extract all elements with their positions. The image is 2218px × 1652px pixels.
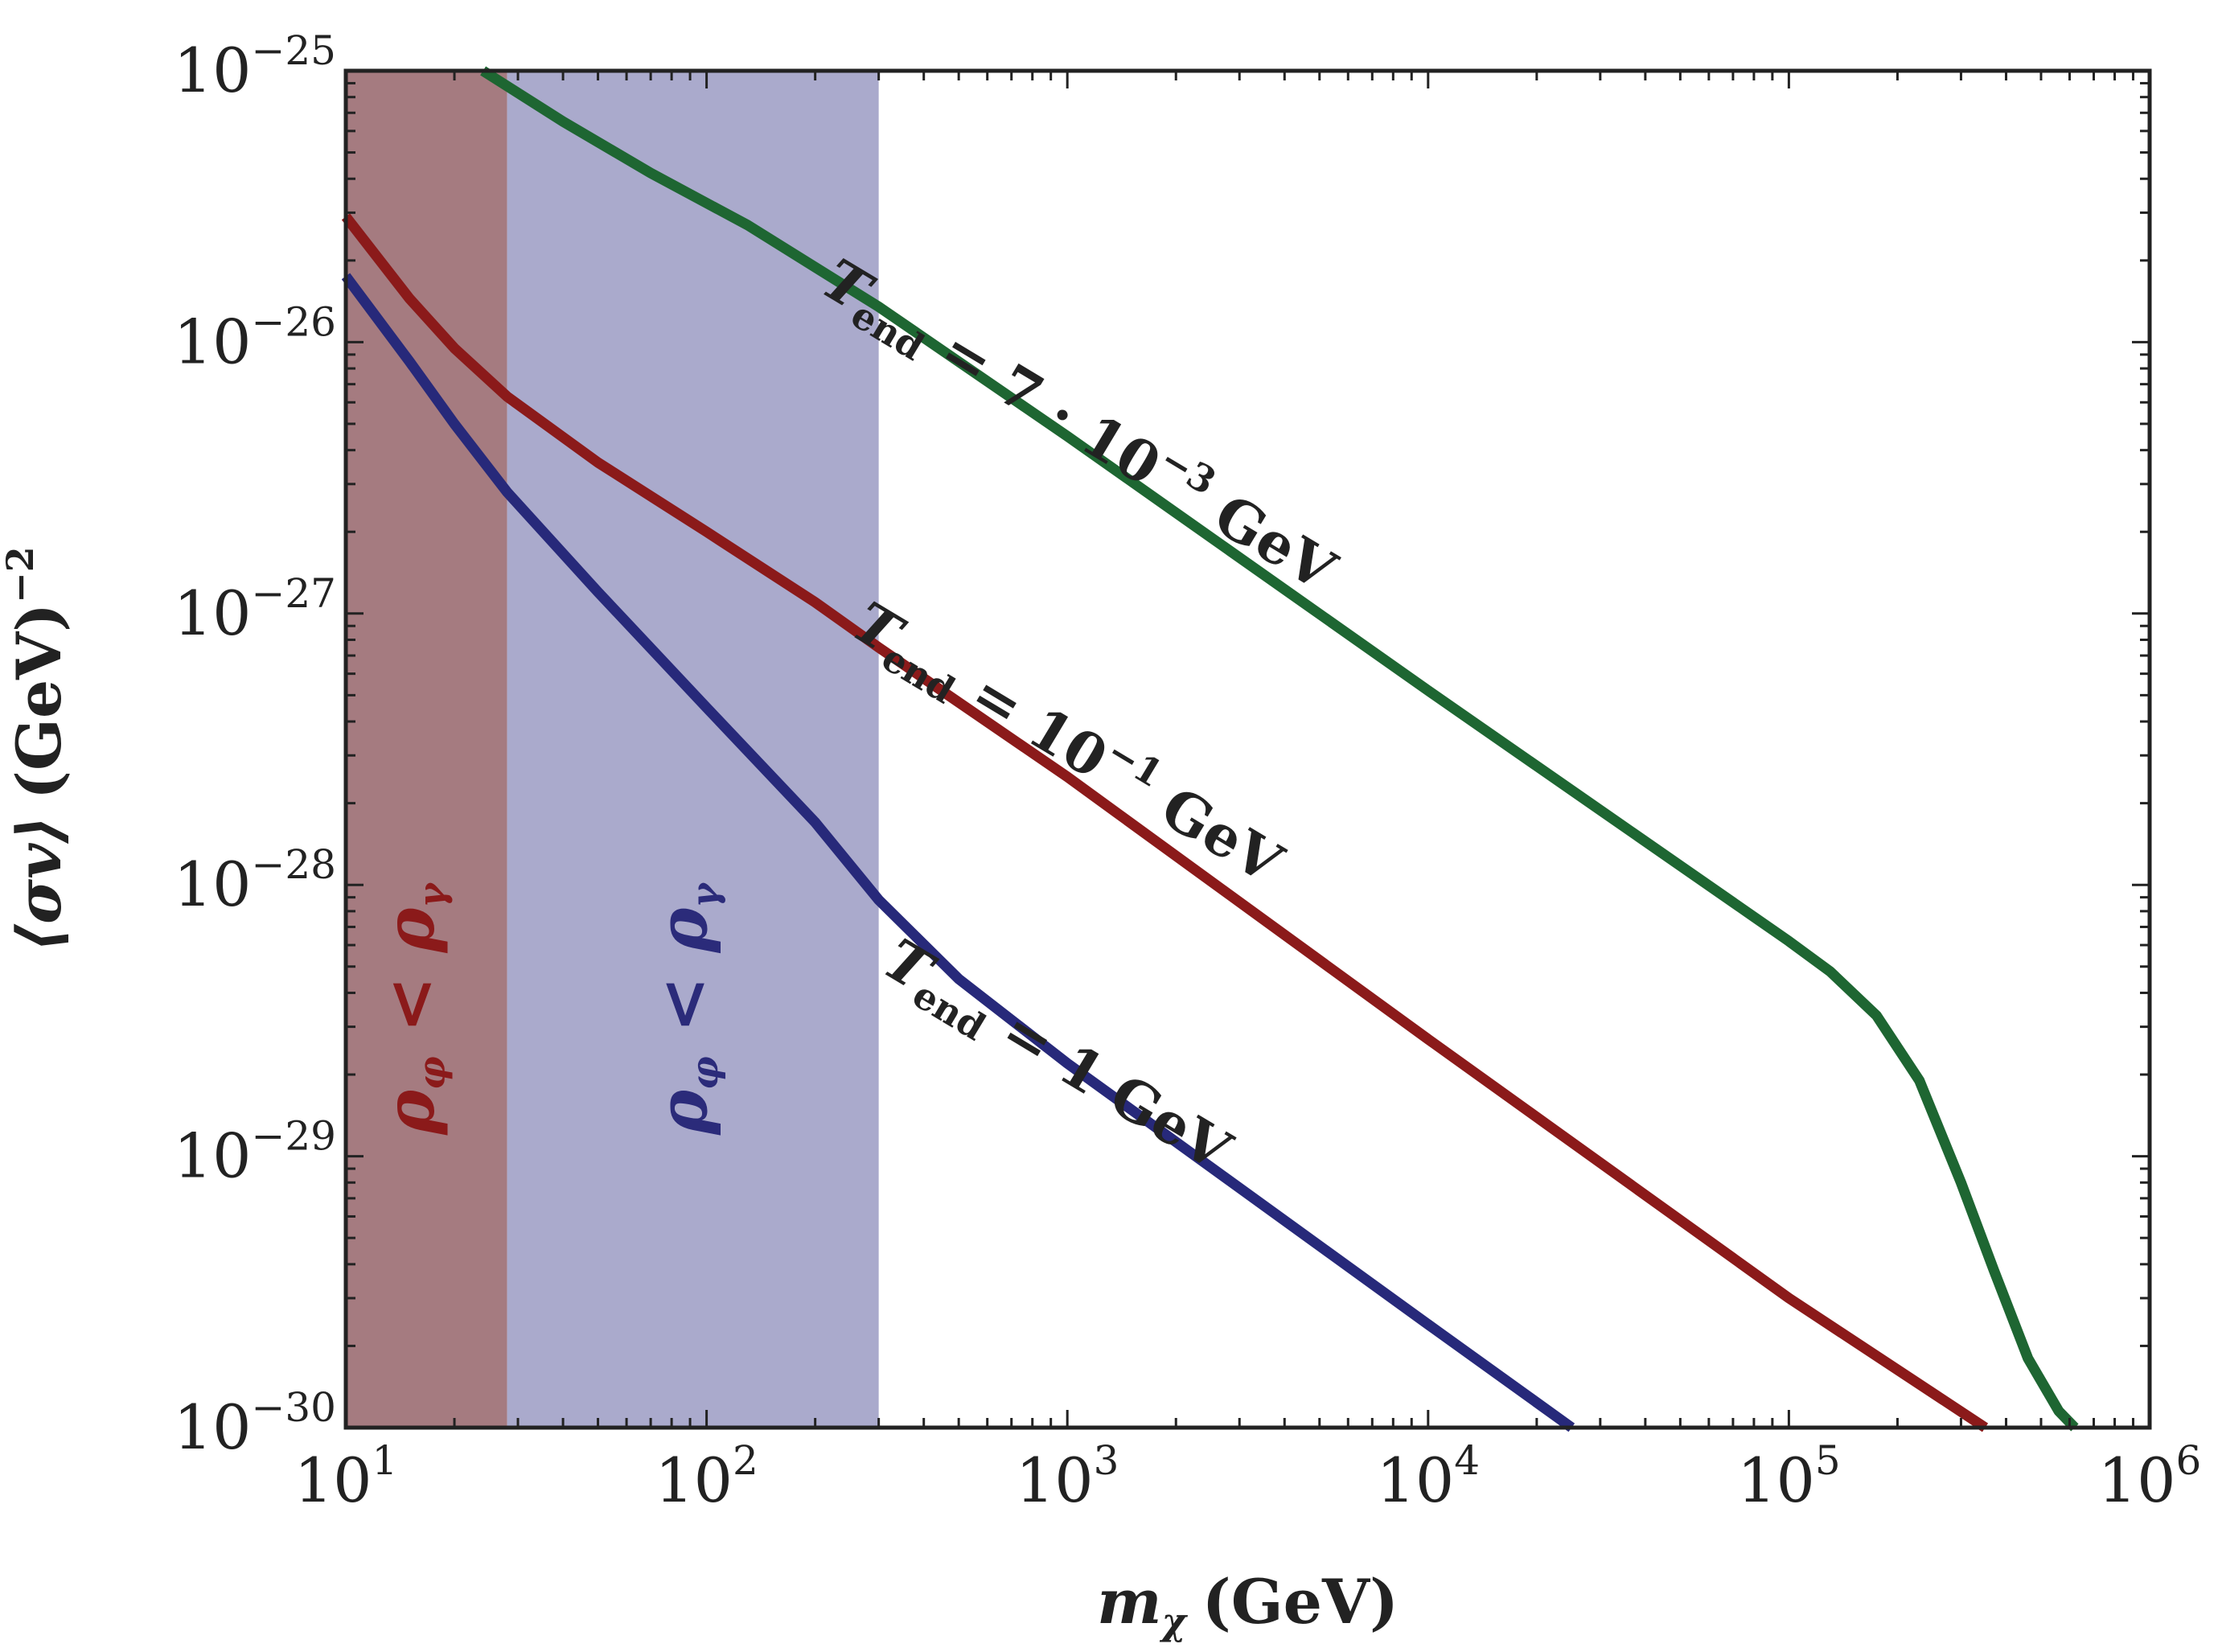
blue-region-label: ρφ < ργ xyxy=(643,881,727,1136)
curve-blue xyxy=(341,273,1575,1432)
equation-text: = 7 · 10 xyxy=(913,306,1173,499)
tick-exponent: −25 xyxy=(251,27,336,74)
y-tick-label: 10−27 xyxy=(174,570,336,649)
curve-green xyxy=(480,66,2079,1432)
tick-base: 10 xyxy=(2098,1444,2176,1516)
y-tick-label: 10−28 xyxy=(174,841,336,920)
tick-exponent: 4 xyxy=(1454,1437,1480,1484)
tick-exponent: −30 xyxy=(251,1384,336,1431)
tick-base: 10 xyxy=(174,306,252,377)
y-axis-title: ⟨σv⟩ (GeV)−2 xyxy=(0,546,75,951)
y-axis-exponent: −2 xyxy=(0,546,42,603)
tick-exponent: −28 xyxy=(251,841,336,888)
x-tick-label: 105 xyxy=(1737,1437,1841,1516)
shaded-regions xyxy=(346,71,879,1428)
rho-subscript: γ xyxy=(410,881,454,908)
tick-base: 10 xyxy=(174,849,252,920)
tick-base: 10 xyxy=(174,577,252,649)
rho-symbol: ρ xyxy=(643,907,723,954)
curves xyxy=(341,66,2079,1432)
y-tick-label: 10−26 xyxy=(174,298,336,377)
y-tick-label: 10−30 xyxy=(174,1384,336,1463)
tick-base: 10 xyxy=(1737,1444,1815,1516)
tick-base: 10 xyxy=(294,1444,372,1516)
x-axis-subscript: χ xyxy=(1160,1600,1189,1643)
tick-exponent: −29 xyxy=(251,1113,336,1160)
rho-subscript: φ xyxy=(684,1056,727,1090)
plot-frame xyxy=(343,68,2152,1430)
x-tick-label: 106 xyxy=(2098,1437,2202,1516)
label-green: Tend = 7 · 10−3 GeV xyxy=(808,240,1351,610)
blue-region xyxy=(507,71,879,1428)
rho-subscript: φ xyxy=(410,1056,454,1090)
label-red: Tend = 10−1 GeV xyxy=(839,584,1298,903)
tick-base: 10 xyxy=(655,1444,733,1516)
x-axis-symbol: m xyxy=(1097,1566,1161,1638)
equation-text: = 10 xyxy=(943,649,1119,791)
tick-exponent: 3 xyxy=(1094,1437,1119,1484)
rho-symbol: ρ xyxy=(370,1089,450,1136)
rho-subscript: γ xyxy=(684,881,727,908)
tick-exponent: −27 xyxy=(251,570,336,617)
x-axis-title: mχ (GeV) xyxy=(1097,1566,1399,1643)
x-tick-labels: 101 102 103 104 105 106 xyxy=(294,1437,2202,1516)
equation-text: = 1 GeV xyxy=(974,986,1243,1185)
tick-exponent: 1 xyxy=(372,1437,397,1484)
rho-symbol: ρ xyxy=(643,1089,723,1136)
tick-base: 10 xyxy=(1377,1444,1455,1516)
axis-ticks xyxy=(344,71,2150,1429)
tick-base: 10 xyxy=(174,35,252,106)
x-tick-label: 103 xyxy=(1016,1437,1119,1516)
y-tick-label: 10−29 xyxy=(174,1113,336,1192)
red-region xyxy=(346,71,507,1428)
tick-base: 10 xyxy=(1016,1444,1094,1516)
y-tick-label: 10−25 xyxy=(174,27,336,106)
unit: GeV xyxy=(1186,471,1348,604)
label-blue: Tend = 1 GeV xyxy=(869,926,1243,1190)
tick-exponent: 6 xyxy=(2175,1437,2201,1484)
y-axis-symbol: ⟨σv⟩ xyxy=(3,816,75,952)
less-than: < xyxy=(370,953,450,1057)
tick-exponent: −26 xyxy=(251,298,336,345)
tick-exponent: 2 xyxy=(733,1437,758,1484)
curve-red xyxy=(341,213,1989,1432)
tick-base: 10 xyxy=(174,1120,252,1192)
less-than: < xyxy=(643,953,723,1057)
rho-symbol: ρ xyxy=(370,907,450,954)
red-region-label: ρφ < ργ xyxy=(370,881,454,1136)
tick-exponent: 5 xyxy=(1815,1437,1841,1484)
tick-base: 10 xyxy=(174,1391,252,1463)
x-tick-label: 101 xyxy=(294,1437,398,1516)
x-tick-label: 102 xyxy=(655,1437,758,1516)
x-axis-unit: (GeV) xyxy=(1202,1566,1399,1638)
y-axis-unit: (GeV) xyxy=(3,603,75,799)
x-tick-label: 104 xyxy=(1377,1437,1481,1516)
